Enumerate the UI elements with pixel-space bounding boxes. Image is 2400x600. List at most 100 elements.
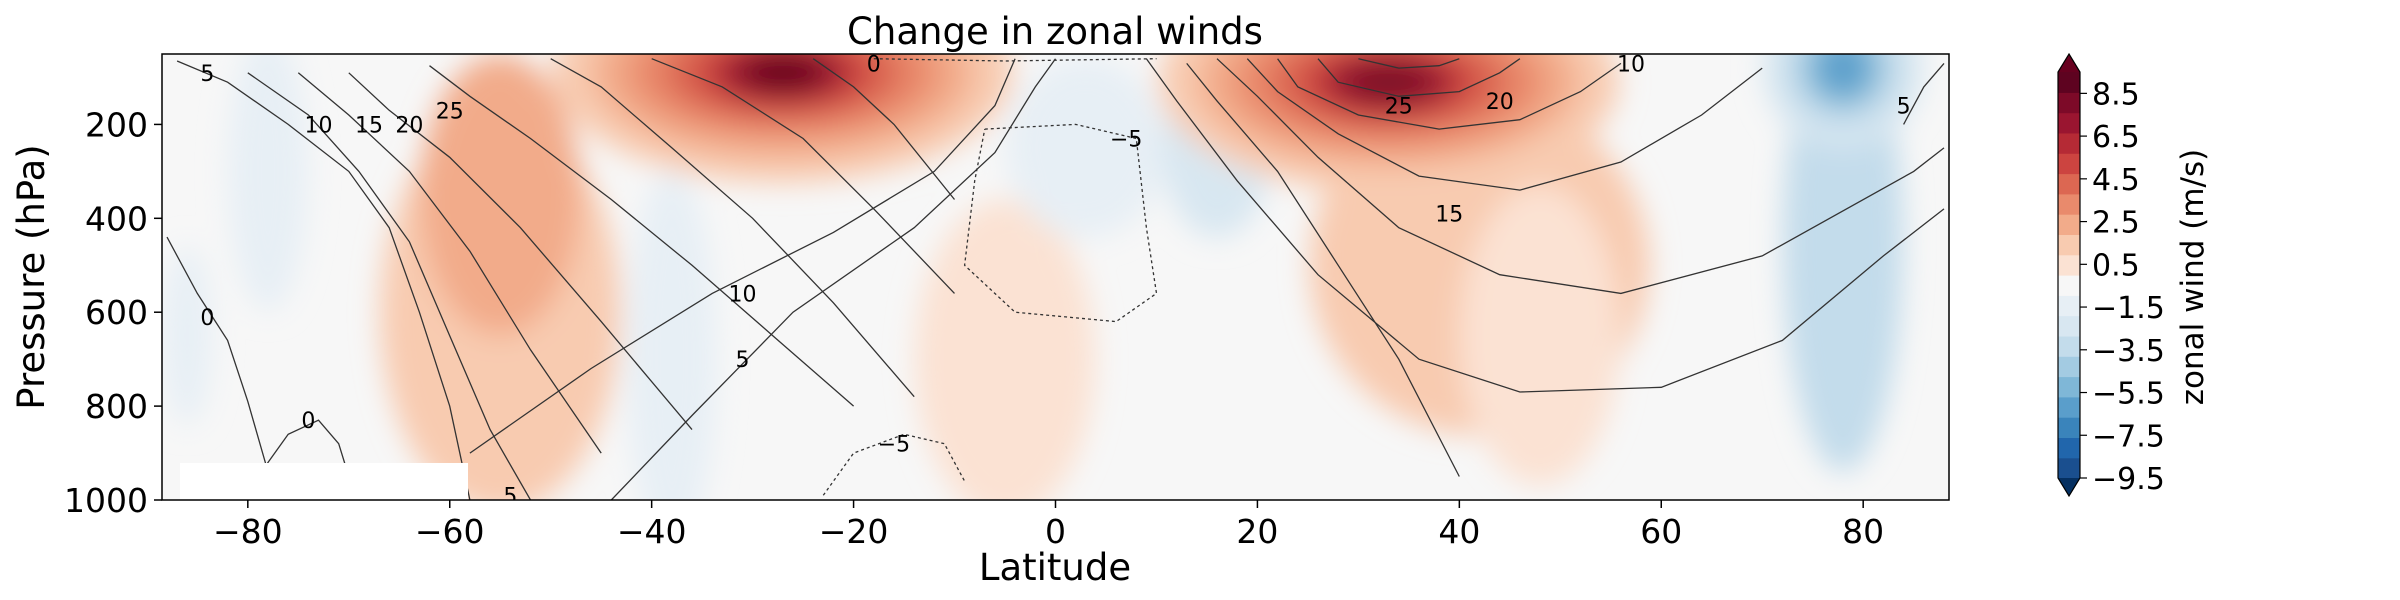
contour-nh-30: [1358, 58, 1460, 69]
colorbar-segment-18: [2058, 92, 2080, 114]
contour-nh-polar-5: [1903, 62, 1945, 125]
contour-label-6: −5: [1110, 128, 1142, 153]
contour-label-15: 0: [301, 409, 315, 434]
contour-nh-5: [1186, 62, 1460, 477]
colorbar-segment-19: [2058, 72, 2080, 93]
colorbar-segment-10: [2058, 254, 2080, 276]
colorbar-segment-13: [2058, 193, 2080, 215]
colorbar-tick-label-0: −9.5: [2092, 462, 2165, 497]
contour-sh-lower-10: [469, 58, 1016, 454]
colorbar-segment-17: [2058, 112, 2080, 134]
shade-sh-polar-neg: [228, 54, 308, 312]
contour-sh-20: [348, 72, 693, 431]
x-tick-label-7: 60: [1640, 512, 1682, 551]
contour-nh-20: [1277, 58, 1622, 130]
contour-label-10: 15: [1435, 203, 1463, 228]
contour-label-5: 0: [867, 52, 881, 77]
colorbar-segment-14: [2058, 173, 2080, 195]
colorbar-tick-label-2: −5.5: [2092, 377, 2165, 412]
contour-label-9: 10: [1617, 52, 1645, 77]
contour-label-17: 5: [503, 484, 517, 509]
x-tick-label-0: −80: [213, 512, 283, 551]
shade-sh-band-neg: [626, 169, 717, 500]
colorbar-tick-label-3: −3.5: [2092, 334, 2165, 369]
plot-area: 5 10 15 20 25 0 −5 25 20 10 15 5 10 5 0 0 −5 5: [162, 52, 1949, 509]
colorbar-segment-3: [2058, 396, 2080, 418]
colorbar-extend-min: [2058, 478, 2080, 496]
contour-sh-15: [297, 72, 602, 454]
contour-label-16: −5: [878, 433, 910, 458]
contour-sh-inner-3: [812, 58, 956, 200]
x-tick-label-6: 40: [1438, 512, 1480, 551]
contour-sh-10: [247, 72, 532, 500]
x-tick-label-4: 0: [1045, 512, 1066, 551]
colorbar-tick-label-9: 8.5: [2092, 77, 2140, 112]
y-tick-label-0: 200: [85, 105, 148, 144]
y-tick-label-3: 800: [85, 387, 148, 426]
shade-eq-lower-pos: [915, 199, 1095, 500]
contour-sh-lower-5: [610, 58, 1057, 500]
contour-label-12: 10: [729, 282, 757, 307]
x-axis: −80 −60 −40 −20 0 20 40 60 80: [213, 500, 1884, 551]
shade-nh-polar-neg: [1783, 54, 1903, 472]
colorbar-segment-12: [2058, 214, 2080, 235]
colorbar-tick-label-5: 0.5: [2092, 248, 2140, 283]
colorbar-segment-6: [2058, 335, 2080, 357]
contour-label-7: 25: [1385, 95, 1413, 120]
contour-eq-neg5: [963, 123, 1158, 323]
colorbar-segment-4: [2058, 376, 2080, 398]
colorbar-extend-max: [2058, 54, 2080, 72]
contour-sh-inner-1: [550, 58, 915, 398]
shade-eq-upper-neg: [1005, 57, 1166, 238]
colorbar-segment-15: [2058, 153, 2080, 175]
colorbar-label: zonal wind (m/s): [2175, 149, 2211, 405]
colorbar-segment-2: [2058, 417, 2080, 438]
colorbar-segment-9: [2058, 275, 2080, 296]
colorbar-segment-5: [2058, 356, 2080, 378]
contour-label-3: 20: [395, 113, 423, 138]
contour-label-1: 10: [304, 113, 332, 138]
contour-nh-15: [1246, 58, 1763, 191]
contour-nh-10: [1216, 58, 1945, 295]
chart-title: Change in zonal winds: [847, 10, 1263, 53]
colorbar-tick-label-1: −7.5: [2092, 419, 2165, 454]
contour-label-14: 0: [200, 306, 214, 331]
contour-sh-25: [429, 65, 855, 407]
shade-sh-jet-6: [742, 54, 823, 91]
colorbar-tick-label-4: −1.5: [2092, 291, 2165, 326]
contour-label-8: 20: [1486, 90, 1514, 115]
colorbar-tick-label-8: 6.5: [2092, 120, 2140, 155]
colorbar-segment-8: [2058, 295, 2080, 317]
colorbar-segment-1: [2058, 437, 2080, 459]
contour-sh-5: [176, 60, 471, 500]
contour-sh-0a: [166, 236, 269, 472]
colorbar-tick-label-6: 2.5: [2092, 206, 2140, 241]
contour-top-0: [873, 58, 1157, 62]
x-axis-label: Latitude: [979, 546, 1131, 589]
shading-layer: [162, 54, 1923, 500]
x-tick-label-2: −40: [617, 512, 687, 551]
contour-label-13: 5: [736, 348, 750, 373]
colorbar: −9.5 −7.5 −5.5 −3.5 −1.5 0.5 2.5 4.5 6.5 8.5: [2057, 52, 2165, 498]
y-axis-label: Pressure (hPa): [10, 144, 53, 409]
x-tick-label-8: 80: [1842, 512, 1884, 551]
contour-sh-0b: [247, 419, 350, 491]
shade-nh-lower-pos: [1460, 185, 1621, 486]
y-tick-label-2: 600: [85, 293, 148, 332]
shade-sh-edge-neg: [162, 245, 213, 426]
contour-label-layer: 5 10 15 20 25 0 −5 25 20 10 15 5 10 5 0 0 −5 5: [200, 52, 1910, 509]
contour-label-2: 15: [355, 113, 383, 138]
missing-data-mask: [180, 463, 468, 500]
contour-nh-25: [1317, 58, 1521, 97]
shade-sh-midlat-pos-core: [420, 54, 581, 335]
contour-label-4: 25: [436, 99, 464, 124]
y-tick-label-1: 400: [85, 199, 148, 238]
x-tick-label-5: 20: [1236, 512, 1278, 551]
shade-nh-jet-6: [1348, 64, 1429, 101]
contour-layer: [166, 58, 1945, 500]
contour-nh-outer: [1145, 58, 1945, 393]
y-axis: 200 400 600 800 1000: [64, 105, 162, 520]
colorbar-segment-16: [2058, 132, 2080, 154]
colorbar-tick-label-7: 4.5: [2092, 163, 2140, 198]
